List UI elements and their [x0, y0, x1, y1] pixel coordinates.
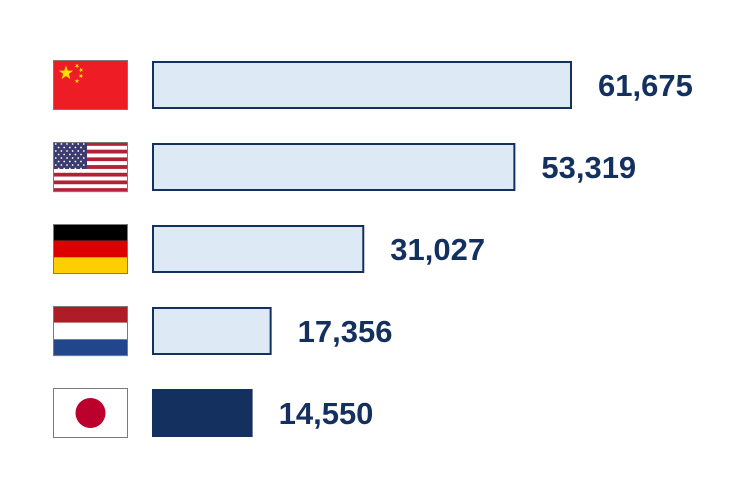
value-label: 31,027 [390, 232, 485, 267]
usa-flag-icon [53, 142, 128, 193]
netherlands-flag-icon [53, 306, 128, 357]
bar [152, 225, 365, 273]
china-flag-icon [53, 60, 128, 110]
value-label: 61,675 [598, 68, 693, 103]
bar [152, 307, 272, 355]
bar [152, 143, 516, 191]
value-label: 53,319 [541, 150, 636, 185]
bar [152, 61, 572, 109]
chart-row: 61,675 [53, 60, 693, 110]
japan-flag-icon [53, 388, 128, 438]
chart-row: 53,319 [53, 142, 636, 193]
chart-rows: 61,675 53,319 31,027 17,356 14,550 [53, 60, 693, 438]
chart-row: 17,356 [53, 306, 393, 357]
value-label: 17,356 [298, 314, 393, 349]
germany-flag-icon [53, 224, 128, 275]
chart-row: 14,550 [53, 388, 373, 438]
chart-row: 31,027 [53, 224, 485, 275]
value-label: 14,550 [279, 396, 374, 431]
bar [152, 389, 253, 437]
